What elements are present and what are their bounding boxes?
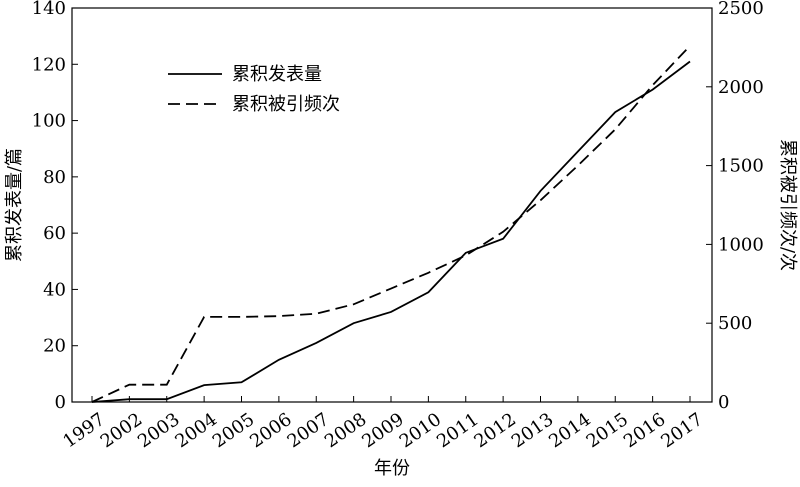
y2-tick-label: 0 [718,392,729,413]
legend-label: 累积被引频次 [232,94,340,115]
x-tick-label: 2017 [657,409,707,452]
plot-frame [71,7,713,403]
x-tick-label: 2005 [209,409,259,452]
y-axis-label: 累积发表量/篇 [4,148,25,262]
x-tick-label: 2006 [246,409,296,452]
x-tick-label: 2011 [433,409,483,452]
x-tick-label: 2012 [470,409,520,452]
y-tick-label: 120 [32,54,66,75]
x-axis-label: 年份 [374,458,410,479]
x-tick-label: 2004 [171,409,221,452]
y-tick-label: 40 [43,279,66,300]
y-tick-label: 80 [43,167,66,188]
y-tick-label: 0 [55,392,66,413]
x-tick-label: 1997 [59,409,109,452]
y2-tick-label: 2500 [718,0,764,19]
x-tick-label: 2007 [284,409,334,452]
x-tick-label: 2002 [97,409,147,452]
y-tick-label: 20 [43,336,66,357]
y2-tick-label: 1000 [718,234,764,255]
y-tick-label: 60 [43,223,66,244]
series-line [91,60,691,403]
y2-tick-label: 2000 [718,77,764,98]
x-tick-label: 2015 [583,409,633,452]
series-line [91,45,691,403]
y2-axis-label: 累积被引频次/次 [777,139,798,271]
x-tick-label: 2008 [321,409,371,452]
y2-tick-label: 500 [718,313,752,334]
x-tick-label: 2016 [620,409,670,452]
y2-tick-label: 1500 [718,156,764,177]
x-tick-label: 2013 [508,409,558,452]
legend-label: 累积发表量 [232,64,322,85]
x-tick-label: 2010 [396,409,446,452]
x-tick-label: 2003 [134,409,184,452]
y-tick-label: 100 [32,111,66,132]
x-tick-label: 2009 [358,409,408,452]
y-tick-label: 140 [32,0,66,19]
x-tick-label: 2014 [545,409,595,452]
